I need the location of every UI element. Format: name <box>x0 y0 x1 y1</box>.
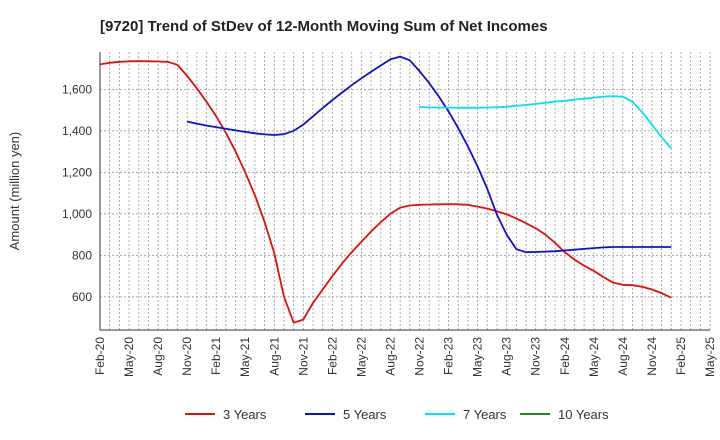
x-tick-label: Feb-20 <box>93 337 107 375</box>
legend: 3 Years 5 Years 7 Years 10 Years <box>185 407 609 422</box>
y-tick-label: 600 <box>72 290 92 304</box>
plot-area <box>100 52 710 330</box>
series-line <box>419 95 672 150</box>
x-tick-label: Aug-24 <box>616 337 630 376</box>
grid-lines <box>99 52 711 330</box>
x-tick-label: Nov-20 <box>180 337 194 376</box>
x-tick-label: Nov-22 <box>413 337 427 376</box>
x-tick-label: Feb-25 <box>674 337 688 375</box>
legend-label: 5 Years <box>343 407 387 422</box>
y-tick-label: 1,000 <box>62 207 92 221</box>
x-tick-label: Feb-24 <box>558 337 572 375</box>
x-tick-label: Nov-24 <box>645 337 659 376</box>
x-tick-label: Aug-22 <box>383 337 397 376</box>
y-axis-label: Amount (million yen) <box>7 132 22 251</box>
series-line <box>99 60 672 324</box>
x-tick-label: May-21 <box>238 337 252 377</box>
x-tick-label: Feb-21 <box>209 337 223 375</box>
y-tick-label: 1,600 <box>62 82 92 96</box>
x-tick-label: May-23 <box>471 337 485 377</box>
x-tick-label: Nov-23 <box>529 337 543 376</box>
x-tick-label: May-24 <box>587 337 601 377</box>
x-tick-label: May-25 <box>703 337 717 377</box>
chart-title: [9720] Trend of StDev of 12-Month Moving… <box>100 18 548 35</box>
x-tick-label: May-20 <box>122 337 136 377</box>
series-lines <box>99 55 672 324</box>
x-tick-label: Feb-23 <box>442 337 456 375</box>
x-tick-labels: Feb-20 May-20 Aug-20 Nov-20 Feb-21 May-21 Aug-… <box>93 337 717 377</box>
legend-label: 10 Years <box>558 407 609 422</box>
x-tick-label: Aug-21 <box>267 337 281 376</box>
x-tick-label: Aug-20 <box>151 337 165 376</box>
legend-label: 7 Years <box>463 407 507 422</box>
y-tick-labels: 600 800 1,000 1,200 1,400 1,600 <box>62 82 92 303</box>
x-tick-label: Nov-21 <box>296 337 310 376</box>
y-tick-label: 1,400 <box>62 124 92 138</box>
y-tick-label: 1,200 <box>62 165 92 179</box>
x-tick-label: Aug-23 <box>500 337 514 376</box>
y-tick-label: 800 <box>72 248 92 262</box>
series-line <box>186 55 672 254</box>
x-tick-label: May-22 <box>354 337 368 377</box>
x-tick-label: Feb-22 <box>325 337 339 375</box>
legend-label: 3 Years <box>223 407 267 422</box>
